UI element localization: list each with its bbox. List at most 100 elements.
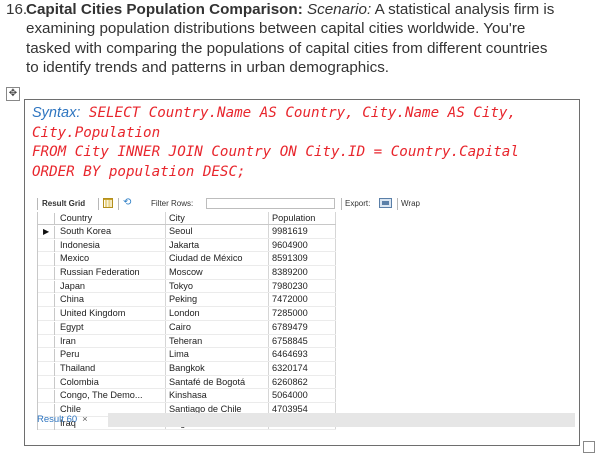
- toolbar-separator: [118, 198, 119, 210]
- table-row[interactable]: Thailand Bangkok 6320174: [38, 362, 336, 376]
- table-row[interactable]: Iran Teheran 6758845: [38, 335, 336, 349]
- sql-line-3: FROM City INNER JOIN Country ON City.ID …: [32, 144, 519, 161]
- cell-country[interactable]: Thailand: [60, 362, 96, 373]
- cell-city[interactable]: Peking: [169, 294, 198, 305]
- scenario-label: Scenario:: [307, 1, 372, 18]
- row-marker[interactable]: [38, 267, 55, 280]
- result-grid-tab[interactable]: Result Grid: [42, 199, 86, 208]
- toolbar-separator: [397, 198, 398, 210]
- cell-city[interactable]: Bangkok: [169, 362, 205, 373]
- table-row[interactable]: Indonesia Jakarta 9604900: [38, 239, 336, 253]
- cell-population[interactable]: 8591309: [272, 253, 308, 264]
- resize-handle[interactable]: [583, 441, 595, 453]
- cell-population[interactable]: 9981619: [272, 226, 308, 236]
- cell-city[interactable]: Teheran: [169, 335, 203, 346]
- cell-city[interactable]: Jakarta: [169, 239, 200, 250]
- row-marker[interactable]: [38, 390, 55, 403]
- export-label: Export:: [345, 199, 371, 208]
- table-row[interactable]: Russian Federation Moscow 8389200: [38, 266, 336, 280]
- column-header-city[interactable]: City: [169, 213, 185, 223]
- row-marker[interactable]: [38, 294, 55, 308]
- toolbar-separator: [341, 198, 342, 210]
- row-marker[interactable]: [38, 362, 55, 376]
- cell-population[interactable]: 9604900: [272, 239, 308, 250]
- question-line1: A statistical analysis firm is: [371, 1, 555, 18]
- row-marker[interactable]: [38, 403, 55, 417]
- filter-rows-input[interactable]: [206, 198, 335, 209]
- cell-country[interactable]: Indonesia: [60, 239, 100, 250]
- cell-country[interactable]: Iraq: [60, 417, 76, 428]
- cell-city[interactable]: Lima: [169, 349, 189, 360]
- cell-country[interactable]: United Kingdom: [60, 308, 126, 319]
- cell-population[interactable]: 6260862: [272, 376, 308, 387]
- toolbar-separator: [37, 198, 38, 210]
- cell-city[interactable]: London: [169, 308, 200, 319]
- table-row[interactable]: Colombia Santafé de Bogotá 6260862: [38, 376, 336, 390]
- table-row[interactable]: Mexico Ciudad de México 8591309: [38, 252, 336, 267]
- horizontal-scrollbar[interactable]: [108, 413, 575, 427]
- sql-line-2: City.Population: [32, 124, 161, 141]
- result-tab-label[interactable]: Result 60: [37, 414, 78, 425]
- row-marker[interactable]: [38, 239, 55, 253]
- cell-city[interactable]: Moscow: [169, 267, 203, 278]
- cell-city[interactable]: Santiago de Chile: [169, 403, 242, 414]
- cell-city[interactable]: Kinshasa: [169, 390, 207, 401]
- cell-country[interactable]: Colombia: [60, 376, 99, 387]
- cell-country[interactable]: Mexico: [60, 253, 90, 264]
- table-row[interactable]: Egypt Cairo 6789479: [38, 321, 336, 335]
- cell-population[interactable]: 7285000: [272, 308, 308, 319]
- column-header-country[interactable]: Country: [60, 213, 93, 223]
- cell-population[interactable]: 6320174: [272, 362, 308, 373]
- row-marker[interactable]: [38, 280, 55, 294]
- row-marker[interactable]: [38, 321, 55, 335]
- cell-population[interactable]: 8389200: [272, 267, 308, 278]
- answer-panel: Syntax: SELECT Country.Name AS Country, …: [24, 99, 580, 446]
- wrap-button[interactable]: Wrap: [401, 199, 420, 208]
- cell-city[interactable]: Santafé de Bogotá: [169, 376, 246, 387]
- cell-population[interactable]: 7472000: [272, 294, 308, 305]
- row-marker[interactable]: [38, 417, 55, 431]
- cell-country[interactable]: Peru: [60, 349, 80, 360]
- result-tab[interactable]: Result 60 ×: [37, 414, 88, 425]
- table-row[interactable]: Japan Tokyo 7980230: [38, 280, 336, 294]
- row-marker[interactable]: [38, 335, 55, 349]
- cell-population[interactable]: 6758845: [272, 335, 308, 346]
- cell-country[interactable]: Egypt: [60, 321, 84, 332]
- row-marker[interactable]: ▶: [38, 226, 55, 239]
- row-marker[interactable]: [38, 308, 55, 321]
- cell-country[interactable]: Congo, The Demo...: [60, 390, 143, 401]
- cell-country[interactable]: Chile: [60, 403, 81, 414]
- cell-country[interactable]: Iran: [60, 335, 76, 346]
- filter-rows-label: Filter Rows:: [151, 199, 194, 208]
- sql-line-4: ORDER BY population DESC;: [32, 163, 246, 180]
- cell-population[interactable]: 6464693: [272, 349, 308, 360]
- cell-country[interactable]: China: [60, 294, 85, 305]
- cell-city[interactable]: Ciudad de México: [169, 253, 243, 264]
- grid-icon[interactable]: [103, 198, 113, 208]
- table-row[interactable]: Congo, The Demo... Kinshasa 5064000: [38, 389, 336, 403]
- cell-city[interactable]: Cairo: [169, 321, 191, 332]
- result-toolbar: Result Grid ⟲ Filter Rows: Export: Wrap: [37, 196, 565, 213]
- column-header-population[interactable]: Population: [272, 213, 316, 223]
- cell-city[interactable]: Tokyo: [169, 280, 193, 291]
- cell-population[interactable]: 4703954: [272, 403, 308, 414]
- move-anchor-icon[interactable]: ✥: [6, 87, 20, 101]
- cell-population[interactable]: 7980230: [272, 280, 308, 291]
- row-pointer-icon: ▶: [43, 227, 50, 236]
- cell-city[interactable]: Seoul: [169, 226, 193, 236]
- table-row[interactable]: Peru Lima 6464693: [38, 348, 336, 362]
- close-icon[interactable]: ×: [82, 414, 88, 425]
- row-marker[interactable]: [38, 253, 55, 267]
- row-marker[interactable]: [38, 349, 55, 362]
- sql-line-1: SELECT Country.Name AS Country, City.Nam…: [80, 105, 516, 121]
- table-row[interactable]: United Kingdom London 7285000: [38, 307, 336, 321]
- export-icon[interactable]: [379, 198, 392, 208]
- cell-country[interactable]: Russian Federation: [60, 267, 140, 278]
- cell-country[interactable]: South Korea: [60, 226, 112, 236]
- row-marker[interactable]: [38, 376, 55, 390]
- table-row[interactable]: China Peking 7472000: [38, 293, 336, 308]
- cell-population[interactable]: 6789479: [272, 321, 308, 332]
- table-row[interactable]: ▶ South Korea Seoul 9981619: [38, 225, 336, 239]
- cell-population[interactable]: 5064000: [272, 390, 308, 401]
- cell-country[interactable]: Japan: [60, 280, 86, 291]
